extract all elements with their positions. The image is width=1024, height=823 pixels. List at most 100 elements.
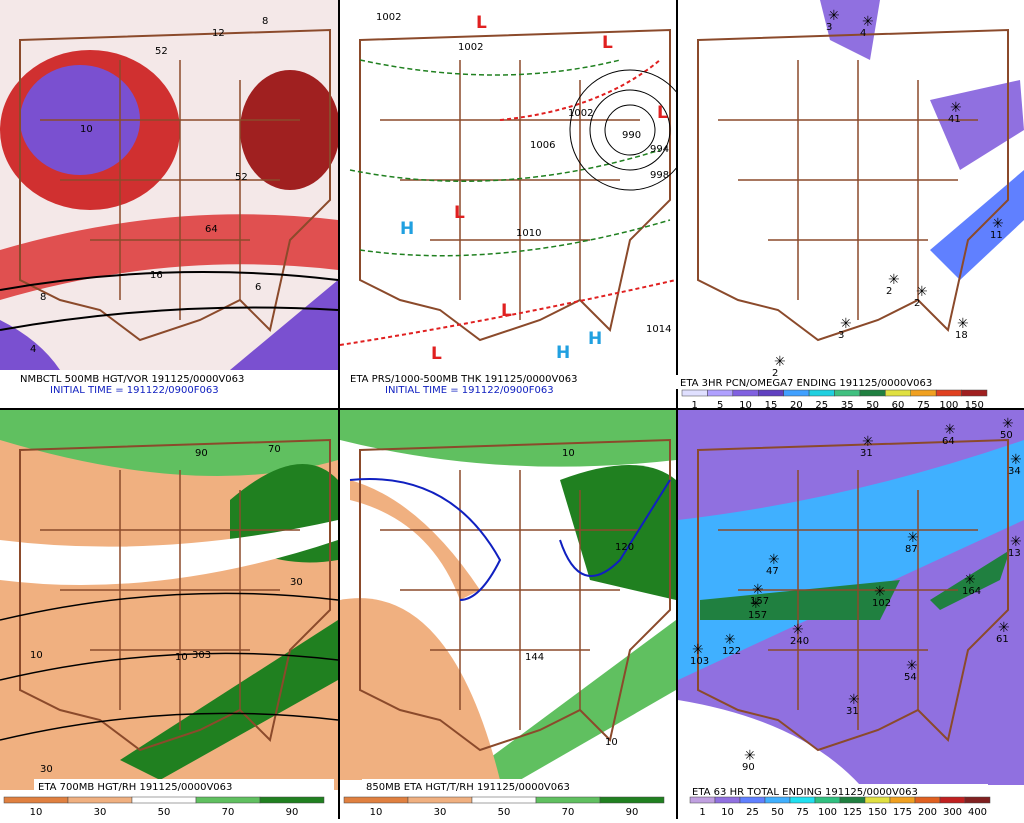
colorbar-swatch: [535, 796, 601, 804]
colorbar-swatch: [131, 796, 197, 804]
map-label: 12: [212, 28, 225, 39]
map-label: 90: [195, 448, 208, 459]
map-label: 1002: [568, 108, 593, 119]
station-star: ✳: [840, 316, 852, 332]
caption: 850MB ETA HGT/T/RH 191125/0000V063: [366, 782, 570, 793]
map-label: 34: [1008, 466, 1021, 477]
station-star: ✳: [752, 582, 764, 598]
colorbar-swatch: [935, 389, 962, 397]
station-star: ✳: [944, 422, 956, 438]
map-label: 1010: [516, 228, 541, 239]
colorbar-label: 300: [943, 807, 962, 818]
caption: ETA PRS/1000-500MB THK 191125/0000V063: [350, 374, 577, 385]
colorbar-swatch: [889, 796, 916, 804]
map-label: 50: [1000, 430, 1013, 441]
caption: ETA 3HR PCN/OMEGA7 ENDING 191125/0000V06…: [680, 378, 932, 389]
panel-700mb: [0, 410, 339, 790]
station-star: ✳: [828, 8, 840, 24]
map-label: 52: [155, 46, 168, 57]
panel-total-precip: [678, 410, 1024, 785]
initial-time: INITIAL TIME = 191122/0900F063: [50, 385, 219, 396]
map-label: 6: [255, 282, 261, 293]
map-label: 4: [860, 28, 866, 39]
map-label: 240: [790, 636, 809, 647]
map-label: 30: [290, 577, 303, 588]
station-star: ✳: [774, 354, 786, 370]
station-star: ✳: [1002, 416, 1014, 432]
station-star: ✳: [874, 584, 886, 600]
low-center: L: [454, 203, 465, 223]
colorbar-label: 100: [939, 400, 958, 411]
caption: ETA 63 HR TOTAL ENDING 191125/0000V063: [692, 787, 918, 798]
station-star: ✳: [950, 100, 962, 116]
colorbar-swatch: [681, 389, 708, 397]
high-center: H: [400, 219, 414, 239]
map-label: 1002: [458, 42, 483, 53]
station-star: ✳: [862, 14, 874, 30]
map-label: 61: [996, 634, 1009, 645]
colorbar-label: 50: [771, 807, 784, 818]
map-label: 10: [80, 124, 93, 135]
colorbar-label: 60: [892, 400, 905, 411]
panel-850mb: [340, 410, 676, 780]
colorbar-label: 25: [746, 807, 759, 818]
colorbar-label: 50: [498, 807, 511, 818]
map-label: 2: [914, 298, 920, 309]
map-label: 31: [846, 706, 859, 717]
map-label: 10: [605, 737, 618, 748]
colorbar-label: 10: [739, 400, 752, 411]
caption-bg: [16, 371, 316, 385]
colorbar-label: 175: [893, 807, 912, 818]
map-label: 10: [562, 448, 575, 459]
colorbar-swatch: [3, 796, 69, 804]
colorbar-swatch: [67, 796, 133, 804]
map-label: 64: [205, 224, 218, 235]
colorbar-swatch: [864, 796, 891, 804]
map-label: 103: [690, 656, 709, 667]
station-star: ✳: [862, 434, 874, 450]
colorbar-label: 75: [917, 400, 930, 411]
map-label: 1006: [530, 140, 555, 151]
station-star: ✳: [848, 692, 860, 708]
colorbar-label: 1: [692, 400, 698, 411]
colorbar-swatch: [789, 796, 816, 804]
caption-bg: [676, 375, 976, 389]
colorbar-swatch: [259, 796, 325, 804]
map-label: 3: [826, 22, 832, 33]
station-star: ✳: [906, 658, 918, 674]
colorbar-label: 25: [815, 400, 828, 411]
map-label: 52: [235, 172, 248, 183]
map-label: 303: [192, 650, 211, 661]
panel-precip: [678, 0, 1024, 370]
caption: NMBCTL 500MB HGT/VOR 191125/0000V063: [20, 374, 244, 385]
station-star: ✳: [768, 552, 780, 568]
initial-time: INITIAL TIME = 191122/0900F063: [385, 385, 554, 396]
colorbar-swatch: [964, 796, 991, 804]
colorbar-label: 150: [868, 807, 887, 818]
panel-vorticity: [0, 0, 340, 370]
station-star: ✳: [1010, 534, 1022, 550]
station-star: ✳: [957, 316, 969, 332]
colorbar-swatch: [343, 796, 409, 804]
colorbar-swatch: [885, 389, 911, 397]
colorbar-label: 15: [765, 400, 778, 411]
map-label: 144: [525, 652, 544, 663]
colorbar-label: 30: [434, 807, 447, 818]
low-center: L: [501, 301, 512, 321]
colorbar-swatch: [814, 796, 841, 804]
divider: [0, 408, 1024, 410]
map-label: 157: [748, 610, 767, 621]
colorbar-label: 1: [699, 807, 705, 818]
texts: NMBCTL 500MB HGT/VOR 191125/0000V063INIT…: [3, 8, 1022, 818]
map-label: 1002: [376, 12, 401, 23]
map-label: 157: [750, 596, 769, 607]
map-label: 2: [886, 286, 892, 297]
map-label: 102: [872, 598, 891, 609]
caption-bg: [688, 784, 988, 798]
station-star: ✳: [992, 216, 1004, 232]
caption-bg: [34, 779, 334, 793]
map-label: 47: [766, 566, 779, 577]
colorbar-swatch: [859, 389, 886, 397]
map-label: 41: [948, 114, 961, 125]
